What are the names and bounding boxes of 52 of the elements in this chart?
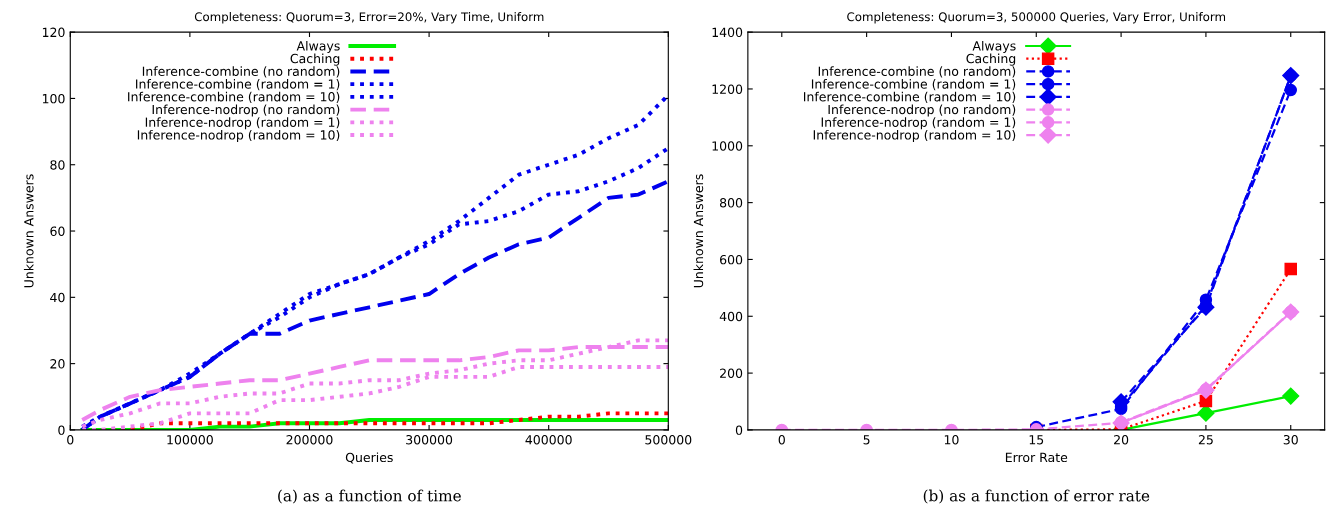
y-tick-label: 800 <box>719 198 743 208</box>
x-tick-label: 25 <box>1198 435 1213 445</box>
x-axis-title: Error Rate <box>1005 452 1068 463</box>
legend-label: Caching <box>966 53 1016 66</box>
text: (a) as a function of time <box>278 489 461 504</box>
legend-label: Inference-combine (random = 1) <box>136 79 340 91</box>
x-tick-label: 10 <box>944 435 959 445</box>
x-tick-label: 300000 <box>406 435 453 445</box>
legend-label: Inference-combine (random = 1) <box>811 79 1016 91</box>
x-tick-label: 500000 <box>645 435 692 445</box>
x-tick-label: 15 <box>1029 435 1044 445</box>
y-tick-label: 0 <box>58 425 65 435</box>
x-axis-title: Queries <box>345 452 393 464</box>
y-tick-label: 400 <box>719 311 743 322</box>
legend-label: Caching <box>290 53 340 66</box>
legend-label: Inference-nodrop (no random) <box>828 104 1016 117</box>
x-tick-label: 30 <box>1283 435 1298 445</box>
chart-title: Completeness: Quorum=3, Error=20%, Vary Time, Uniform <box>194 12 544 24</box>
y-tick-label: 60 <box>50 226 65 236</box>
legend-label: Always <box>296 40 340 53</box>
y-tick-label: 40 <box>50 292 65 303</box>
x-tick-label: 100000 <box>167 435 213 445</box>
y-tick-label: 100 <box>42 93 65 104</box>
text: (b) as a function of error rate <box>923 489 1150 504</box>
y-tick-label: 80 <box>50 160 65 170</box>
legend-label: Inference-nodrop (random = 10) <box>137 129 340 143</box>
y-tick-label: 1000 <box>712 141 743 151</box>
x-tick-label: 400000 <box>525 435 572 445</box>
legend-label: Inference-nodrop (random = 1) <box>821 117 1016 130</box>
chart-title: Completeness: Quorum=3, 500000 Queries, Vary Error, Uniform <box>847 12 1226 24</box>
legend-label: Always <box>972 40 1016 53</box>
y-axis-title: Unknown Answers <box>23 174 34 288</box>
y-tick-label: 120 <box>42 27 65 38</box>
y-axis-title: Unknown Answers <box>693 174 704 288</box>
x-tick-label: 5 <box>863 435 870 445</box>
y-tick-label: 1400 <box>712 27 743 38</box>
x-tick-label: 20 <box>1114 435 1129 445</box>
legend-label: Inference-nodrop (random = 10) <box>813 129 1016 143</box>
y-tick-label: 0 <box>735 425 743 435</box>
legend-label: Inference-combine (random = 10) <box>803 91 1016 103</box>
x-tick-label: 200000 <box>286 435 333 445</box>
legend-label: Inference-combine (no random) <box>818 66 1016 78</box>
legend-label: Inference-combine (random = 10) <box>128 91 340 103</box>
y-tick-label: 1200 <box>712 84 743 94</box>
y-tick-label: 600 <box>720 254 743 265</box>
legend-label: Inference-nodrop (random = 1) <box>145 117 340 130</box>
x-tick-label: 0 <box>67 435 74 445</box>
y-tick-label: 200 <box>720 368 743 379</box>
legend-label: Inference-combine (no random) <box>142 66 340 78</box>
y-tick-label: 20 <box>50 359 65 369</box>
x-tick-label: 0 <box>778 435 785 445</box>
legend-label: Inference-nodrop (no random) <box>152 104 340 117</box>
